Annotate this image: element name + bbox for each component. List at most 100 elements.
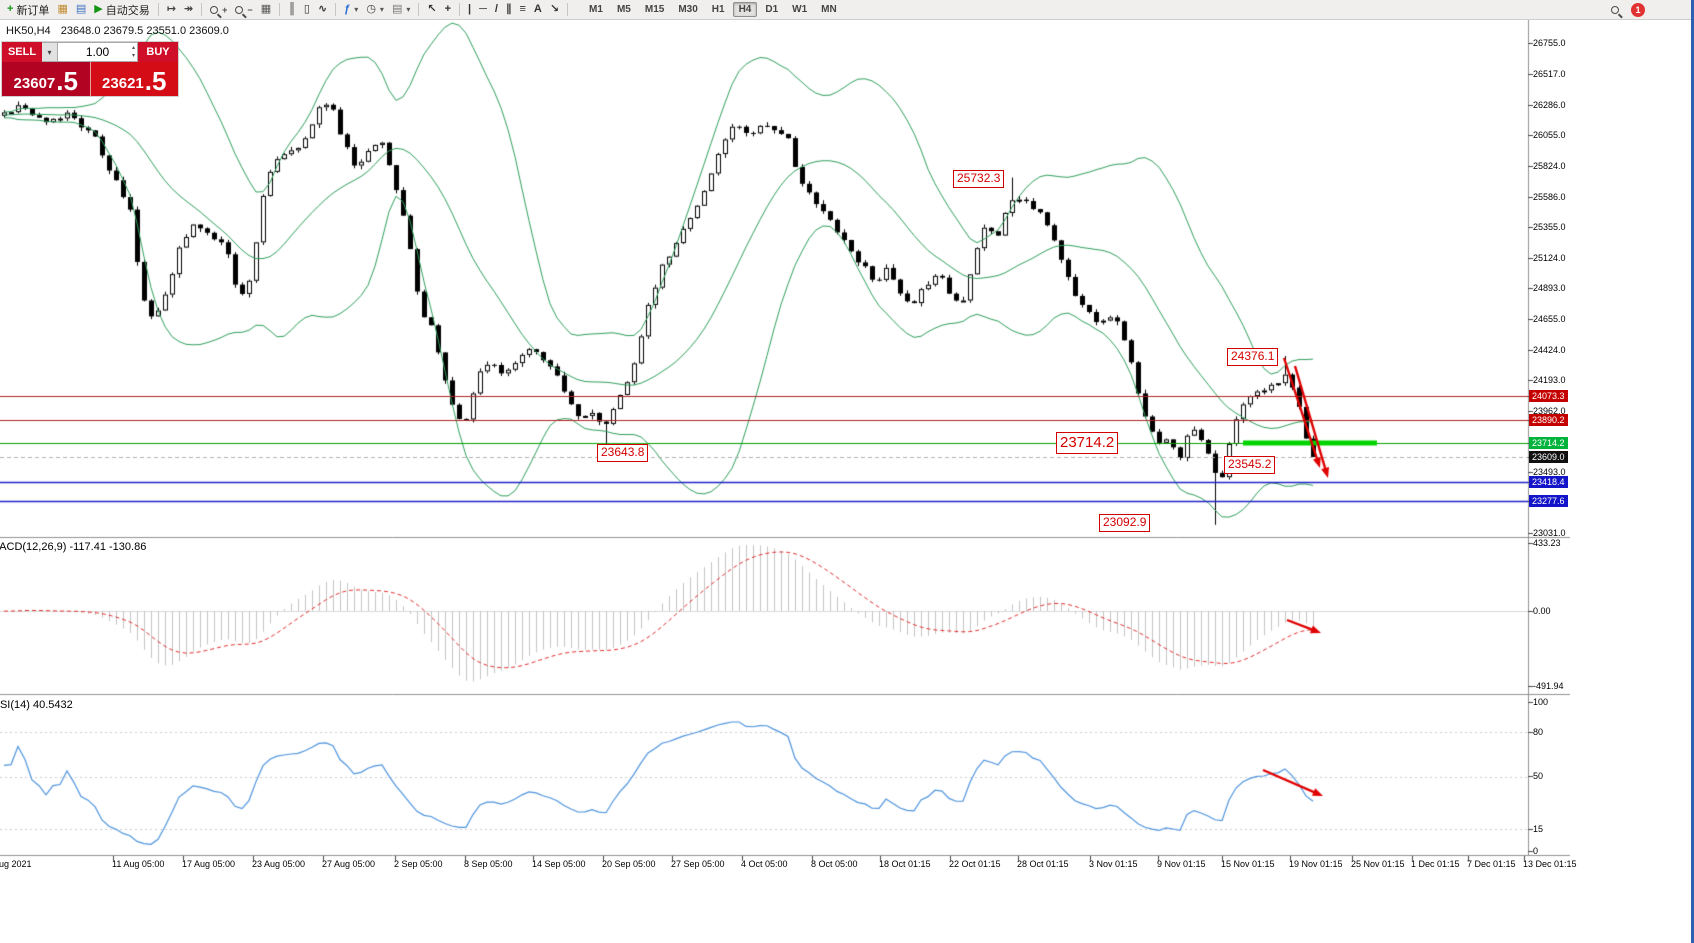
time-axis-label[interactable]: 17 Aug 05:00 bbox=[182, 859, 236, 869]
sell-price-fraction: .5 bbox=[56, 66, 78, 96]
price-annotation[interactable]: 23714.2 bbox=[1056, 432, 1119, 454]
volume-spinner[interactable]: ▴ ▾ bbox=[132, 44, 135, 60]
price-annotation[interactable]: 23643.8 bbox=[597, 444, 649, 462]
auto-scroll-button[interactable]: ↠ bbox=[180, 1, 197, 18]
time-axis-label[interactable]: 22 Oct 01:15 bbox=[949, 859, 1001, 869]
price-axis-label[interactable]: 25355.0 bbox=[1533, 222, 1566, 233]
price-annotation[interactable]: 23092.9 bbox=[1099, 514, 1151, 532]
crosshair-button[interactable]: + bbox=[441, 1, 455, 18]
timeframe-button-w1[interactable]: W1 bbox=[792, 4, 808, 15]
timeframe-button-m1[interactable]: M1 bbox=[589, 4, 603, 15]
timeframe-button-m15[interactable]: M15 bbox=[644, 4, 665, 15]
time-axis-label[interactable]: 15 Nov 01:15 bbox=[1221, 859, 1275, 869]
chart-symbol: HK50,H4 bbox=[6, 25, 51, 37]
templates-icon: ▤ bbox=[391, 3, 403, 15]
channel-button[interactable]: ∥ bbox=[502, 1, 516, 18]
timeframe-button-m30[interactable]: M30 bbox=[678, 4, 698, 15]
price-axis-highlight: 23277.6 bbox=[1529, 494, 1568, 507]
price-axis-highlight: 23609.0 bbox=[1529, 450, 1568, 463]
candlestick-chart-button[interactable]: ▯ bbox=[300, 1, 314, 18]
periods-button[interactable]: ◷ ▾ bbox=[362, 1, 388, 18]
time-axis-label[interactable]: 25 Nov 01:15 bbox=[1351, 859, 1405, 869]
price-axis-label[interactable]: 26055.0 bbox=[1533, 130, 1566, 141]
buy-price[interactable]: 23621 .5 bbox=[90, 62, 178, 96]
price-axis-label[interactable]: 24655.0 bbox=[1533, 314, 1566, 325]
new-order-button[interactable]: + 新订单 bbox=[3, 1, 53, 18]
tile-windows-button[interactable]: ▦ bbox=[257, 1, 275, 18]
cursor-button[interactable]: ↖ bbox=[423, 1, 440, 18]
time-axis-label[interactable]: Aug 2021 bbox=[0, 859, 32, 869]
trade-panel-controls: SELL ▾ 1.00 ▴ ▾ BUY bbox=[2, 42, 178, 62]
timeframe-button-h4[interactable]: H4 bbox=[732, 2, 758, 17]
time-axis-label[interactable]: 1 Dec 01:15 bbox=[1411, 859, 1460, 869]
time-axis-label[interactable]: 14 Sep 05:00 bbox=[532, 859, 586, 869]
time-axis-label[interactable]: 27 Sep 05:00 bbox=[671, 859, 725, 869]
time-axis-label[interactable]: 23 Aug 05:00 bbox=[252, 859, 306, 869]
time-axis-label[interactable]: 19 Nov 01:15 bbox=[1289, 859, 1343, 869]
sell-price[interactable]: 23607 .5 bbox=[2, 62, 91, 96]
auto-trading-icon: ▶ bbox=[94, 3, 103, 15]
time-axis-label[interactable]: 28 Oct 01:15 bbox=[1017, 859, 1069, 869]
time-axis-label[interactable]: 4 Oct 05:00 bbox=[741, 859, 788, 869]
time-axis-label[interactable]: 13 Dec 01:15 bbox=[1523, 859, 1577, 869]
vertical-line-button[interactable]: | bbox=[464, 1, 475, 18]
time-axis-label[interactable]: 7 Dec 01:15 bbox=[1467, 859, 1516, 869]
profiles-icon: ▤ bbox=[75, 3, 87, 15]
zoom-in-button[interactable]: + bbox=[206, 1, 231, 18]
notification-badge[interactable]: 1 bbox=[1631, 2, 1645, 17]
price-axis-label[interactable]: 25124.0 bbox=[1533, 252, 1566, 263]
arrows-button[interactable]: ↘ bbox=[546, 1, 563, 18]
time-axis-label[interactable]: 8 Sep 05:00 bbox=[464, 859, 513, 869]
price-axis-label[interactable]: 24193.0 bbox=[1533, 375, 1566, 386]
search-button[interactable] bbox=[1607, 1, 1623, 18]
price-axis-label[interactable]: 24893.0 bbox=[1533, 283, 1566, 293]
price-axis-label[interactable]: 26517.0 bbox=[1533, 69, 1566, 80]
timeframe-button-d1[interactable]: D1 bbox=[765, 4, 779, 15]
timeframe-button-m5[interactable]: M5 bbox=[616, 4, 631, 15]
time-axis-label[interactable]: 8 Oct 05:00 bbox=[811, 859, 858, 869]
price-annotation[interactable]: 24376.1 bbox=[1227, 348, 1279, 366]
price-axis-label[interactable]: 23493.0 bbox=[1533, 467, 1566, 478]
zoom-out-button[interactable]: − bbox=[231, 1, 256, 18]
line-chart-button[interactable]: ∿ bbox=[314, 1, 331, 18]
fibonacci-button[interactable]: ≡ bbox=[515, 1, 529, 18]
price-axis-label[interactable]: 23031.0 bbox=[1533, 528, 1566, 538]
time-axis-label[interactable]: 9 Nov 01:15 bbox=[1157, 859, 1206, 869]
text-button[interactable]: A bbox=[530, 1, 546, 18]
price-axis-label[interactable]: 26286.0 bbox=[1533, 99, 1566, 110]
horizontal-line-button[interactable]: ─ bbox=[475, 1, 491, 18]
templates-button[interactable]: ▤ ▾ bbox=[388, 1, 414, 18]
toolbar: + 新订单 ▦ ▤ ▶ 自动交易 ↦ ↠ + − ▦ ║ ▯ ∿ ƒ ▾ ◷ ▾ ▤ ▾ ↖ + | ─ / ∥ ≡ A ↘ M1 M5 M… bbox=[0, 0, 1694, 20]
candlestick-chart-icon: ▯ bbox=[303, 3, 310, 15]
price-annotation[interactable]: 23545.2 bbox=[1224, 456, 1276, 474]
trade-panel-dropdown[interactable]: ▾ bbox=[42, 42, 57, 62]
time-axis-label[interactable]: 20 Sep 05:00 bbox=[602, 859, 656, 869]
timeframe-button-mn[interactable]: MN bbox=[821, 4, 837, 15]
time-axis-label[interactable]: 2 Sep 05:00 bbox=[394, 859, 443, 869]
rsi-scale-label: 80 bbox=[1533, 727, 1544, 737]
price-axis-label[interactable]: 23962.0 bbox=[1533, 405, 1566, 416]
time-axis-label[interactable]: 11 Aug 05:00 bbox=[112, 859, 165, 869]
chart-shift-button[interactable]: ↦ bbox=[163, 1, 180, 18]
price-axis-label[interactable]: 25824.0 bbox=[1533, 160, 1566, 171]
volume-field[interactable]: 1.00 ▴ ▾ bbox=[57, 42, 138, 62]
time-axis-label[interactable]: 3 Nov 01:15 bbox=[1089, 859, 1138, 869]
buy-price-fraction: .5 bbox=[144, 66, 167, 96]
caret-down-icon: ▾ bbox=[379, 5, 384, 14]
price-annotation[interactable]: 25732.3 bbox=[953, 170, 1005, 188]
sell-button[interactable]: SELL bbox=[2, 42, 42, 62]
price-axis-label[interactable]: 24424.0 bbox=[1533, 344, 1566, 355]
price-axis-label[interactable]: 26755.0 bbox=[1533, 38, 1566, 48]
indicators-button[interactable]: ƒ ▾ bbox=[340, 1, 362, 18]
trendline-button[interactable]: / bbox=[491, 1, 502, 18]
time-axis-label[interactable]: 27 Aug 05:00 bbox=[322, 859, 376, 869]
bar-chart-button[interactable]: ║ bbox=[284, 1, 300, 18]
buy-button[interactable]: BUY bbox=[138, 42, 178, 62]
timeframe-button-h1[interactable]: H1 bbox=[711, 4, 725, 15]
profiles-button[interactable]: ▤ bbox=[72, 1, 90, 18]
charts-button[interactable]: ▦ bbox=[53, 1, 71, 18]
price-axis-label[interactable]: 25586.0 bbox=[1533, 191, 1566, 202]
time-axis-label[interactable]: 18 Oct 01:15 bbox=[879, 859, 931, 869]
auto-trading-button[interactable]: ▶ 自动交易 bbox=[90, 1, 153, 18]
